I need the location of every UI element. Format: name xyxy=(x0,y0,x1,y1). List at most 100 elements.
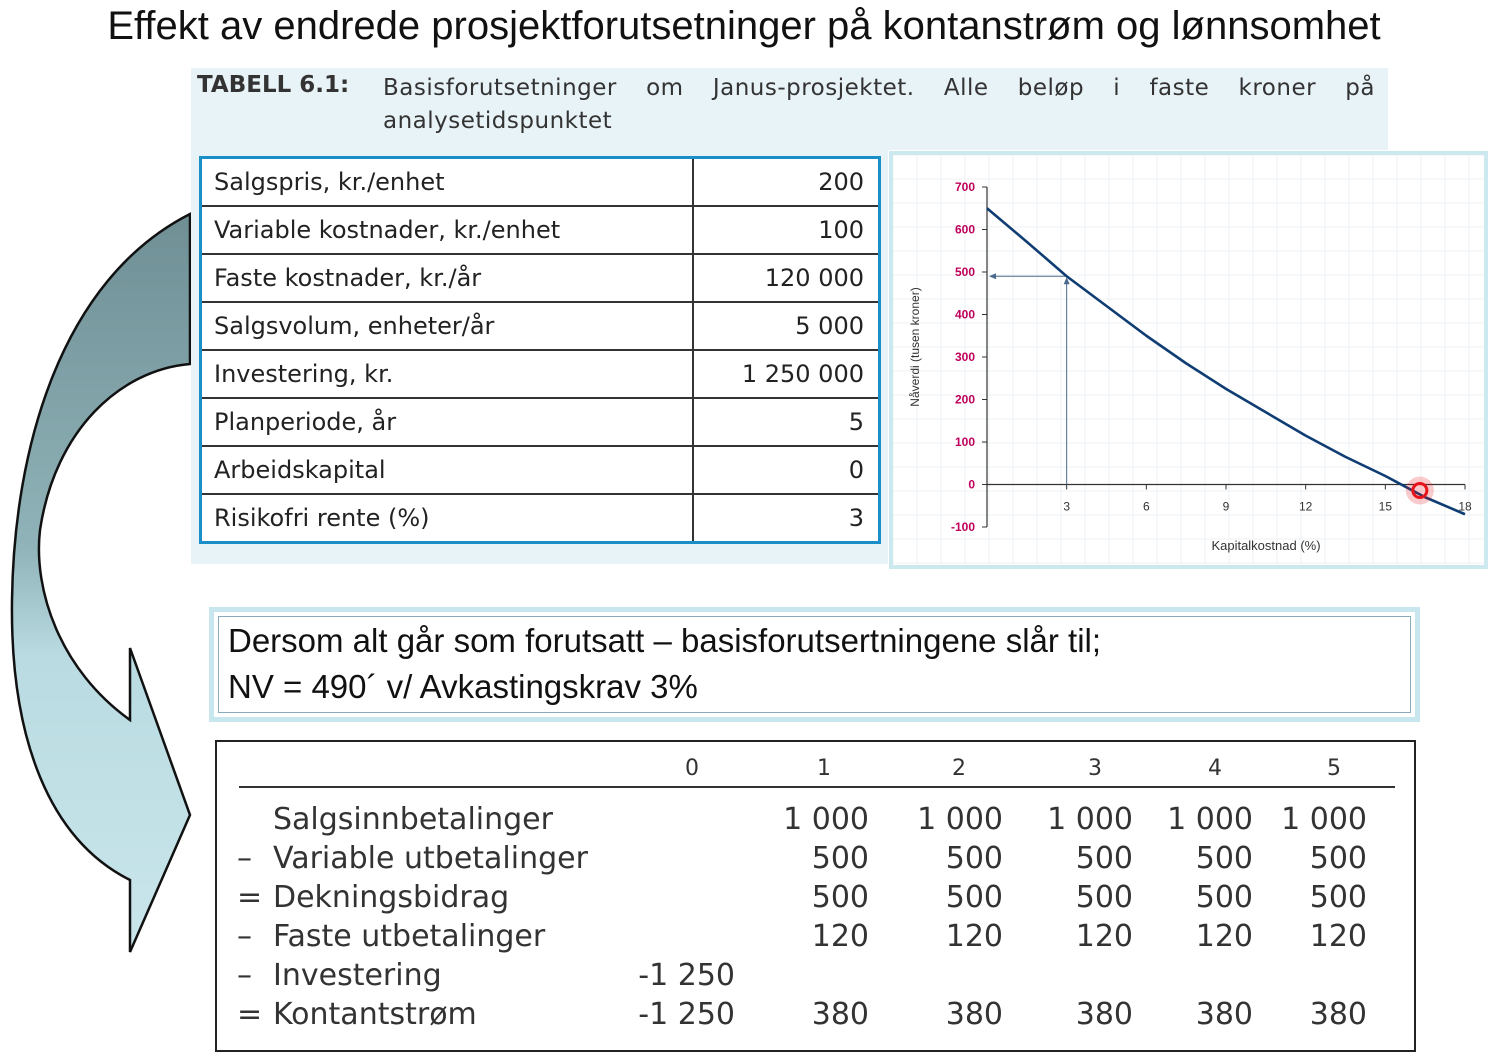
y-tick-label: 200 xyxy=(955,393,975,407)
y-tick-label: 600 xyxy=(955,223,975,237)
row-label: Salgsvolum, enheter/år xyxy=(199,301,694,351)
cell-value: 380 xyxy=(1195,997,1253,1032)
cell-value: 380 xyxy=(1309,997,1367,1032)
row-operator: – xyxy=(237,841,252,876)
period-header: 3 xyxy=(1088,756,1102,781)
guide-arrowhead xyxy=(1063,277,1070,285)
y-tick-label: -100 xyxy=(951,520,975,534)
x-tick-label: 18 xyxy=(1458,500,1472,514)
table-row: Planperiode, år 5 xyxy=(199,397,881,447)
row-value: 0 xyxy=(692,445,881,495)
row-label: Investering, kr. xyxy=(199,349,694,399)
cell-value: 1 000 xyxy=(783,802,869,837)
note-line-1: Dersom alt går som forutsatt – basisforu… xyxy=(228,622,1102,659)
table-row: Faste kostnader, kr./år 120 000 xyxy=(199,253,881,303)
irr-marker-glow xyxy=(1405,476,1434,505)
period-header: 4 xyxy=(1208,756,1222,781)
row-label: Arbeidskapital xyxy=(199,445,694,495)
curved-arrow-icon xyxy=(10,211,192,953)
cell-value: -1 250 xyxy=(638,997,735,1032)
assumptions-table: Salgspris, kr./enhet 200 Variable kostnad… xyxy=(199,156,881,544)
cell-value: 120 xyxy=(1195,919,1253,954)
x-axis-label: Kapitalkostnad (%) xyxy=(1211,538,1320,553)
y-tick-label: 400 xyxy=(955,308,975,322)
cell-value: 500 xyxy=(1309,880,1367,915)
cell-value: 120 xyxy=(1309,919,1367,954)
npv-chart-panel: -100 0 100 200 300 400 500 600 700 3 6 9 12 15 18 Kapit… xyxy=(889,151,1488,569)
cell-value: 500 xyxy=(1195,841,1253,876)
row-operator: – xyxy=(237,919,252,954)
npv-chart: -100 0 100 200 300 400 500 600 700 3 6 9 12 15 18 Kapit… xyxy=(892,154,1484,565)
row-value: 1 250 000 xyxy=(692,349,881,399)
period-header: 0 xyxy=(685,756,699,781)
table-caption-area: TABELL 6.1: Basisforutsetninger om Janus… xyxy=(191,68,1388,150)
row-value: 100 xyxy=(692,205,881,255)
row-label: Variable utbetalinger xyxy=(273,841,588,876)
row-value: 120 000 xyxy=(692,253,881,303)
row-operator: = xyxy=(237,997,263,1032)
row-label: Investering xyxy=(273,958,442,993)
row-label: Planperiode, år xyxy=(199,397,694,447)
cell-value: 120 xyxy=(1075,919,1133,954)
period-header: 2 xyxy=(952,756,966,781)
row-operator: = xyxy=(237,880,263,915)
slide-title: Effekt av endrede prosjektforutsetninger… xyxy=(107,4,1381,48)
table-label: TABELL 6.1: xyxy=(197,72,350,98)
cell-value: 500 xyxy=(945,841,1003,876)
cell-value: 500 xyxy=(1075,880,1133,915)
x-tick-label: 6 xyxy=(1143,500,1150,514)
note-line-2: NV = 490´ v/ Avkastingskrav 3% xyxy=(228,668,698,705)
table-row: Arbeidskapital 0 xyxy=(199,445,881,495)
cell-value: 1 000 xyxy=(917,802,1003,837)
irr-marker xyxy=(1411,482,1429,499)
row-value: 5 000 xyxy=(692,301,881,351)
y-axis-label: Nåverdi (tusen kroner) xyxy=(908,287,922,406)
cell-value: 500 xyxy=(945,880,1003,915)
cell-value: 500 xyxy=(811,841,869,876)
table-row: Investering, kr. 1 250 000 xyxy=(199,349,881,399)
y-tick-label: 500 xyxy=(955,265,975,279)
row-label: Faste kostnader, kr./år xyxy=(199,253,694,303)
cell-value: 380 xyxy=(811,997,869,1032)
period-header: 5 xyxy=(1327,756,1341,781)
table-row: Variable kostnader, kr./enhet 100 xyxy=(199,205,881,255)
x-tick-label: 3 xyxy=(1063,500,1070,514)
cell-value: 500 xyxy=(1309,841,1367,876)
row-label: Variable kostnader, kr./enhet xyxy=(199,205,694,255)
guide-arrowhead xyxy=(989,273,996,280)
table-row: Salgsvolum, enheter/år 5 000 xyxy=(199,301,881,351)
cell-value: 500 xyxy=(1075,841,1133,876)
table-caption: Basisforutsetninger om Janus-prosjektet.… xyxy=(383,75,1375,134)
y-tick-label: 300 xyxy=(955,350,975,364)
table-row: Salgspris, kr./enhet 200 xyxy=(199,156,881,207)
x-tick-label: 15 xyxy=(1379,500,1393,514)
cashflow-table: 0 1 2 3 4 5 Salgsinnbetalinger 1 000 1 000 1 000 1… xyxy=(215,740,1416,1052)
row-value: 200 xyxy=(692,156,881,207)
cell-value: 120 xyxy=(811,919,869,954)
cell-value: 1 000 xyxy=(1281,802,1367,837)
note-box: Dersom alt går som forutsatt – basisforu… xyxy=(209,607,1420,722)
cell-value: 380 xyxy=(945,997,1003,1032)
cell-value: 1 000 xyxy=(1167,802,1253,837)
y-tick-label: 0 xyxy=(968,478,975,492)
cell-value: 120 xyxy=(945,919,1003,954)
y-tick-label: 700 xyxy=(955,180,975,194)
cell-value: 500 xyxy=(811,880,869,915)
cell-value: 1 000 xyxy=(1047,802,1133,837)
npv-curve xyxy=(986,207,1466,516)
period-header: 1 xyxy=(817,756,831,781)
cell-value: 380 xyxy=(1075,997,1133,1032)
row-label: Kontantstrøm xyxy=(273,997,477,1032)
x-tick-label: 9 xyxy=(1223,500,1230,514)
x-tick-label: 12 xyxy=(1299,500,1313,514)
row-label: Salgspris, kr./enhet xyxy=(199,156,694,207)
header-rule xyxy=(239,786,1395,788)
table-row: Risikofri rente (%) 3 xyxy=(199,493,881,544)
cell-value: 500 xyxy=(1195,880,1253,915)
row-operator: – xyxy=(237,958,252,993)
row-value: 5 xyxy=(692,397,881,447)
row-label: Dekningsbidrag xyxy=(273,880,510,915)
y-tick-label: 100 xyxy=(955,435,975,449)
row-label: Salgsinnbetalinger xyxy=(273,802,553,837)
row-label: Risikofri rente (%) xyxy=(199,493,694,544)
